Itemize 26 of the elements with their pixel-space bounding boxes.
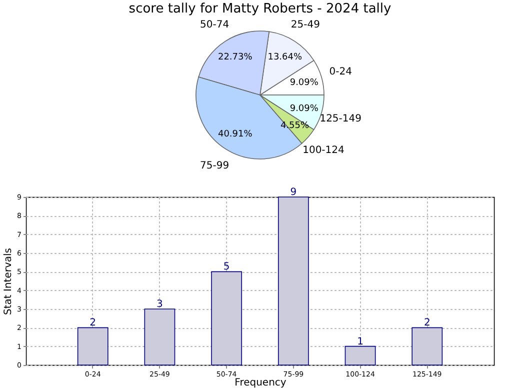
bar — [77, 327, 108, 366]
data-label: 40.91% — [218, 130, 253, 140]
data-label: 5 — [223, 262, 230, 273]
slice-label: 0-24 — [329, 66, 352, 78]
data-label: 1 — [357, 336, 364, 348]
bar — [278, 196, 309, 366]
data-label: 9 — [290, 187, 297, 198]
chart-title: score tally for Matty Roberts - 2024 tally — [128, 1, 392, 16]
data-label: 3 — [156, 299, 163, 310]
x-axis-title: Frequency — [234, 378, 286, 388]
slice-label: 125-149 — [320, 114, 362, 125]
data-label: 2 — [90, 318, 96, 329]
bar — [211, 271, 242, 366]
data-label: 9.09% — [290, 104, 319, 114]
bar — [344, 346, 376, 366]
slice-label: 25-49 — [290, 19, 320, 30]
data-label: 2 — [424, 318, 430, 329]
data-label: 9.09% — [290, 78, 319, 88]
bar — [144, 308, 176, 366]
data-label: 22.73% — [218, 52, 253, 62]
y-axis-title: Stat Intervals — [3, 248, 14, 316]
slice-label: 75-99 — [200, 160, 230, 172]
bar — [412, 327, 443, 366]
slice-label: 100-124 — [302, 145, 344, 156]
slice-label: 50-74 — [200, 19, 230, 30]
data-label: 13.64% — [268, 52, 302, 62]
